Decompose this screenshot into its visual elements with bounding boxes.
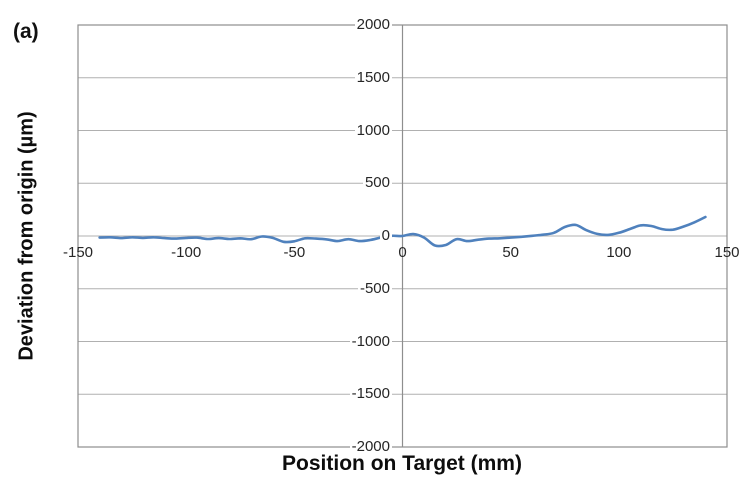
y-tick-label: 500 [362, 174, 392, 193]
panel-label: (a) [13, 20, 39, 43]
x-tick-label: -150 [62, 244, 94, 261]
y-tick-label: -1000 [349, 332, 392, 351]
data-line [98, 215, 707, 248]
y-tick-label: -500 [357, 279, 392, 298]
x-tick-label: -100 [171, 244, 202, 261]
x-tick-label: 0 [398, 244, 407, 261]
y-tick-label: 1000 [354, 121, 392, 140]
x-axis-title: Position on Target (mm) [282, 452, 522, 475]
x-tick-label: 100 [606, 244, 632, 261]
y-tick-label: -1500 [349, 385, 392, 404]
x-tick-label: 50 [502, 244, 519, 261]
y-tick-label: 0 [379, 227, 392, 245]
y-tick-label: -2000 [349, 438, 392, 456]
x-tick-label: -50 [283, 244, 306, 261]
y-tick-label: 1500 [354, 68, 392, 87]
x-tick-label: 150 [714, 244, 740, 261]
y-tick-label: 2000 [354, 16, 392, 34]
